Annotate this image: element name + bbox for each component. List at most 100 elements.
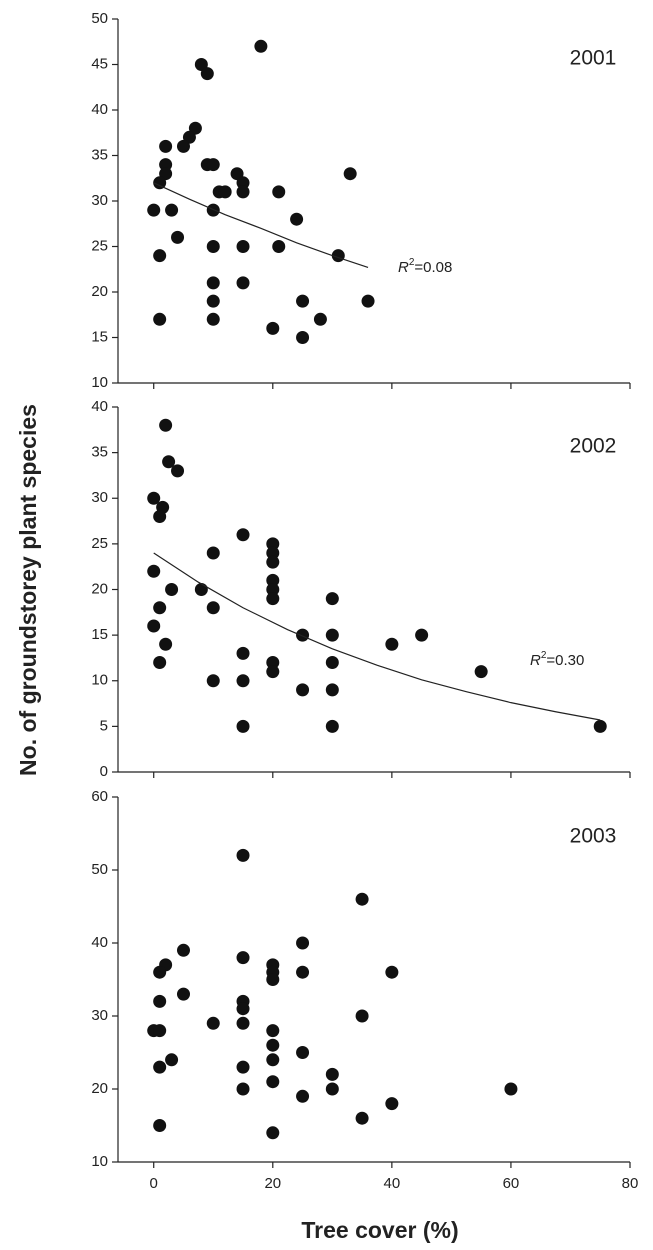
y-tick-label: 50 (91, 10, 108, 27)
y-tick-label: 10 (91, 672, 108, 689)
x-tick-label: 80 (622, 1175, 639, 1192)
point (206, 294, 220, 308)
point (236, 1016, 250, 1030)
point (206, 158, 220, 172)
y-tick-label: 20 (91, 1080, 108, 1097)
point (236, 1082, 250, 1096)
r-value: =0.08 (414, 259, 452, 276)
point (325, 719, 339, 733)
point (153, 965, 167, 979)
point (176, 943, 190, 957)
r-squared: R2=0.30 (530, 650, 584, 669)
point (159, 139, 173, 153)
point (266, 1038, 280, 1052)
point (355, 892, 369, 906)
r-superscript: 2 (409, 257, 415, 268)
x-tick-label: 20 (264, 1175, 281, 1192)
point (266, 973, 280, 986)
y-tick-label: 25 (91, 237, 108, 254)
point (165, 583, 179, 596)
point (266, 573, 280, 587)
point (266, 546, 280, 560)
point (355, 1009, 369, 1023)
point (296, 965, 310, 979)
y-tick-label: 35 (91, 444, 108, 461)
point (385, 1097, 399, 1111)
point (206, 1016, 220, 1030)
point (266, 321, 280, 335)
fit-line (153, 182, 369, 268)
y-tick-label: 10 (91, 1153, 108, 1170)
point (153, 994, 167, 1008)
y-tick-label: 60 (91, 788, 108, 805)
point (236, 951, 250, 965)
point (236, 185, 250, 199)
y-tick-label: 40 (91, 934, 108, 951)
point (296, 1046, 310, 1059)
point (325, 628, 339, 642)
point (296, 628, 310, 642)
point (200, 67, 214, 81)
point (385, 965, 399, 979)
point (153, 176, 167, 190)
point (153, 1060, 167, 1074)
point (266, 1024, 280, 1038)
fit-line (153, 552, 601, 721)
r-squared: R2=0.08 (398, 257, 452, 276)
y-tick-label: 35 (91, 146, 108, 163)
point (159, 637, 173, 651)
r-value: =0.30 (546, 652, 584, 669)
point (206, 240, 220, 253)
point (147, 619, 161, 633)
point (266, 1053, 280, 1067)
point (236, 848, 250, 862)
x-axis-label: Tree cover (%) (301, 1217, 458, 1243)
y-tick-label: 40 (91, 101, 108, 118)
point (355, 1111, 369, 1125)
point (147, 203, 161, 217)
point (159, 418, 173, 432)
y-tick-label: 20 (91, 283, 108, 300)
point (296, 683, 310, 697)
y-tick-label: 15 (91, 626, 108, 643)
r-symbol: R (398, 259, 409, 276)
point (153, 249, 167, 263)
point (343, 167, 357, 181)
point (171, 464, 185, 478)
point (325, 656, 339, 669)
point (296, 331, 310, 344)
point (325, 1082, 339, 1096)
y-tick-label: 40 (91, 398, 108, 415)
point (325, 1067, 339, 1081)
x-tick-label: 40 (384, 1175, 401, 1192)
point (206, 674, 220, 688)
point (176, 987, 190, 1001)
point (266, 555, 280, 569)
point (296, 936, 310, 950)
point (176, 139, 190, 153)
point (153, 312, 167, 326)
point (153, 1024, 167, 1038)
point (147, 564, 161, 578)
r-symbol: R (530, 652, 541, 669)
panel-title: 2002 (570, 435, 617, 458)
y-tick-label: 45 (91, 55, 108, 72)
point (272, 185, 286, 199)
point (290, 212, 304, 226)
y-tick-label: 5 (100, 717, 108, 734)
point (313, 312, 327, 326)
point (236, 719, 250, 733)
x-tick-label: 60 (503, 1175, 520, 1192)
point (153, 656, 167, 669)
point (272, 240, 286, 253)
panel-title: 2001 (570, 47, 617, 70)
point (296, 1089, 310, 1103)
point (165, 1053, 179, 1067)
point (171, 230, 185, 244)
point (296, 294, 310, 308)
point (236, 528, 250, 542)
point (159, 158, 173, 172)
point (218, 185, 232, 199)
y-tick-label: 50 (91, 861, 108, 878)
